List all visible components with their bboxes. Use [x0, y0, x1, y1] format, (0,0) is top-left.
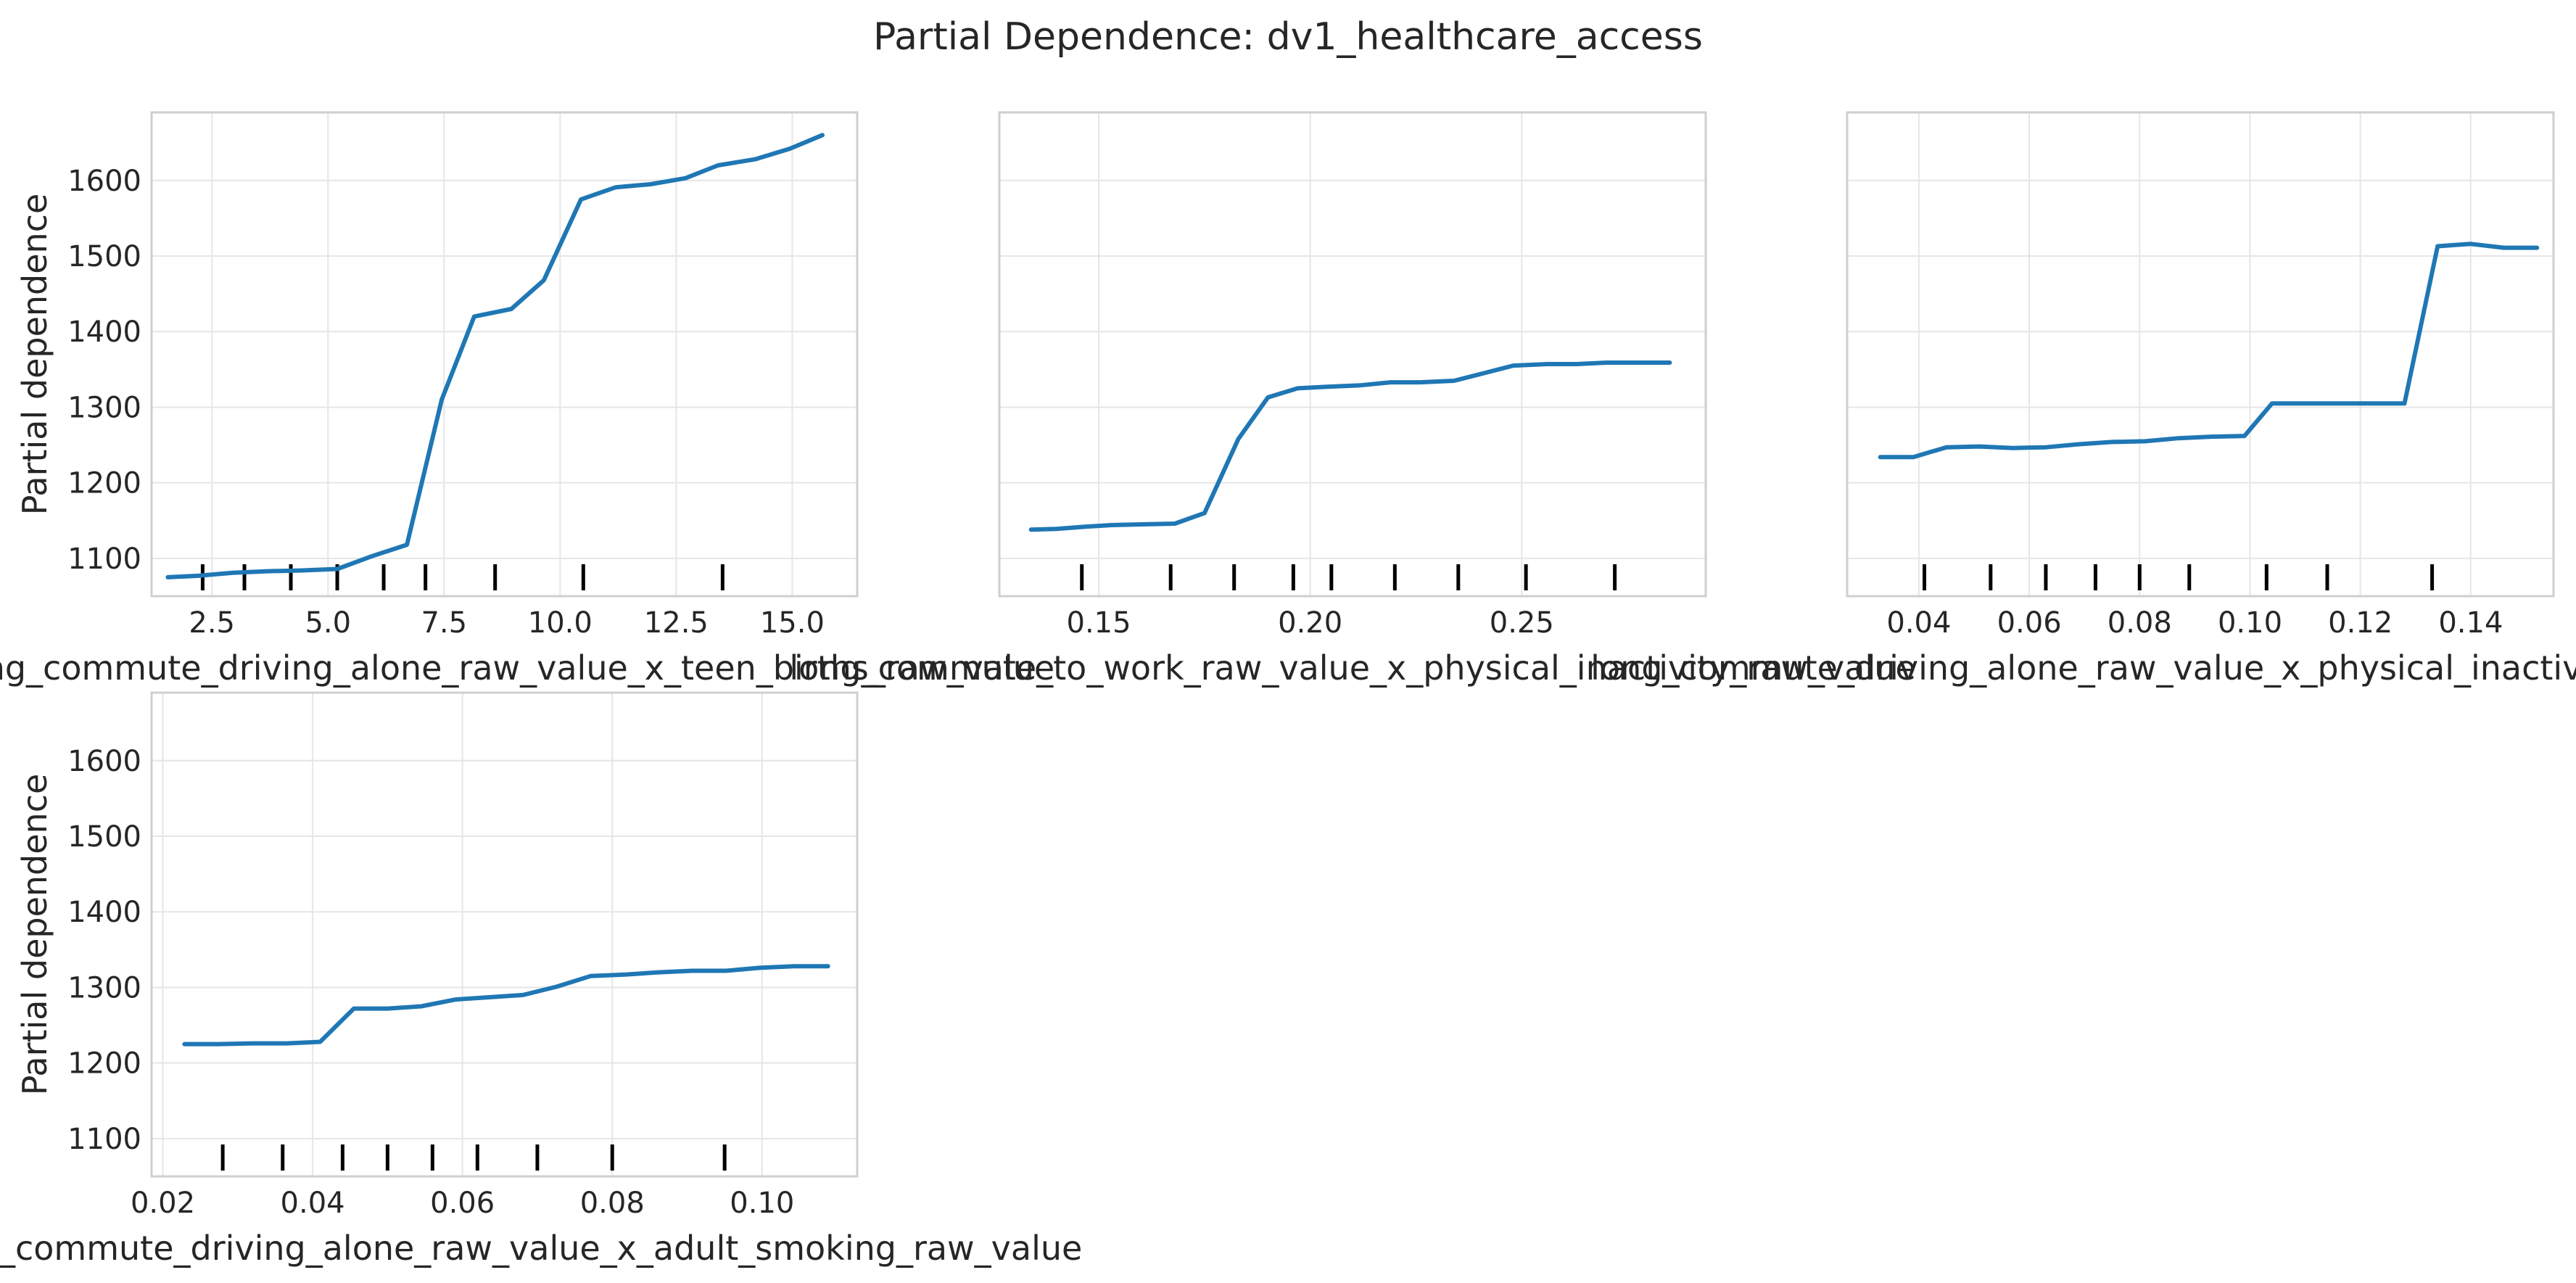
y-tick-label: 1300 — [67, 391, 141, 424]
y-tick-label: 1300 — [67, 971, 141, 1004]
partial-dependence-line — [165, 133, 825, 579]
pd-panel-1: 1100 1200 1300 1400 1500 1600 2.5 5.0 7.5 10.0 12.… — [0, 111, 1054, 688]
pd-panel-3: 0.04 0.06 0.08 0.10 0.12 0.14 long_commute_dri… — [1590, 111, 2576, 688]
x-tick-label: 15.0 — [760, 606, 825, 640]
x-tick-label: 0.12 — [2328, 606, 2393, 640]
partial-dependence-line — [1878, 242, 2540, 460]
x-tick-label: 0.10 — [730, 1187, 794, 1220]
x-axis-label: long_commute_driving_alone_raw_value_x_t… — [0, 648, 1054, 688]
x-tick-label: 0.15 — [1067, 606, 1131, 640]
partial-dependence-line — [182, 964, 830, 1047]
x-axis-label: long_commute_driving_alone_raw_value_x_a… — [0, 1229, 1082, 1268]
axes-frame — [998, 111, 1707, 598]
pd-panel-2: 0.15 0.20 0.25 long_commute_to_work_raw_val… — [789, 111, 1916, 688]
x-tick-label: 0.08 — [2108, 606, 2172, 640]
y-tick-label: 1500 — [67, 820, 141, 854]
axes-frame — [150, 691, 859, 1178]
pd-panel-4: 1100 1200 1300 1400 1500 1600 0.02 0.04 0.06 0.08… — [0, 691, 1082, 1268]
partial-dependence-line — [1028, 360, 1672, 532]
x-axis-label: long_commute_driving_alone_raw_value_x_p… — [1590, 648, 2576, 688]
x-tick-label: 7.5 — [421, 606, 467, 640]
x-tick-label: 0.06 — [1997, 606, 2062, 640]
x-tick-label: 0.02 — [131, 1187, 195, 1220]
y-axis-label: Partial dependence — [15, 774, 54, 1096]
x-tick-label: 2.5 — [189, 606, 235, 640]
y-axis-label: Partial dependence — [15, 194, 54, 516]
x-tick-label: 10.0 — [528, 606, 593, 640]
y-tick-label: 1600 — [67, 165, 141, 198]
x-tick-label: 5.0 — [305, 606, 351, 640]
x-tick-label: 12.5 — [644, 606, 709, 640]
y-tick-label: 1400 — [67, 315, 141, 349]
x-tick-label: 0.10 — [2218, 606, 2282, 640]
figure-title: Partial Dependence: dv1_healthcare_acces… — [873, 15, 1703, 59]
x-axis-label: long_commute_to_work_raw_value_x_physica… — [789, 648, 1915, 688]
y-tick-label: 1600 — [67, 745, 141, 778]
y-tick-label: 1400 — [67, 896, 141, 929]
y-tick-label: 1200 — [67, 467, 141, 500]
axes-frame — [1846, 111, 2555, 598]
x-tick-label: 0.08 — [580, 1187, 645, 1220]
y-tick-label: 1200 — [67, 1047, 141, 1081]
x-tick-label: 0.25 — [1490, 606, 1554, 640]
axes-frame — [150, 111, 859, 598]
y-tick-label: 1500 — [67, 240, 141, 273]
x-tick-label: 0.04 — [281, 1187, 345, 1220]
y-tick-label: 1100 — [67, 543, 141, 576]
x-tick-label: 0.04 — [1886, 606, 1951, 640]
x-tick-label: 0.14 — [2438, 606, 2503, 640]
x-tick-label: 0.20 — [1278, 606, 1342, 640]
y-tick-label: 1100 — [67, 1123, 141, 1156]
x-tick-label: 0.06 — [430, 1187, 495, 1220]
